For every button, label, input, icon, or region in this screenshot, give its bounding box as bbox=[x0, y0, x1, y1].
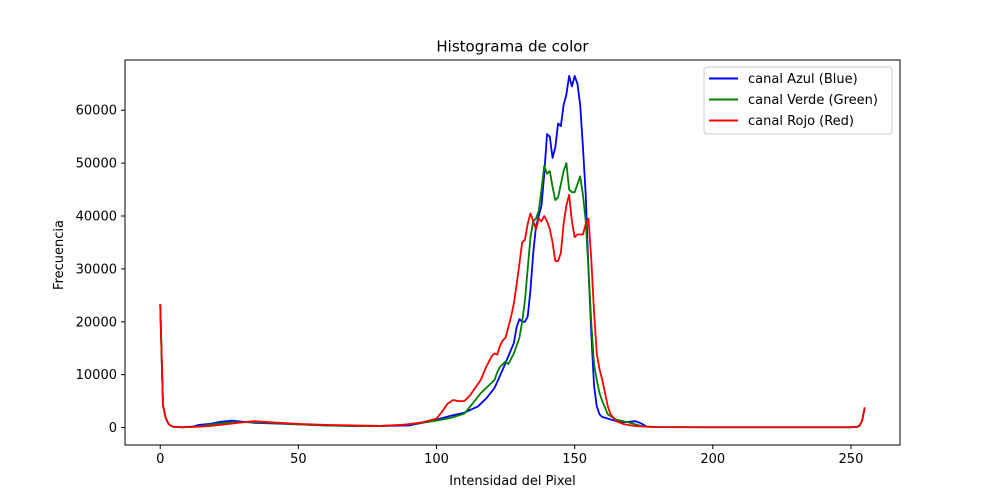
y-tick-label: 40000 bbox=[76, 210, 117, 225]
x-tick-label: 150 bbox=[562, 452, 587, 467]
x-axis-label: Intensidad del Pixel bbox=[449, 474, 575, 489]
y-tick-label: 60000 bbox=[76, 104, 117, 119]
y-tick-label: 50000 bbox=[76, 157, 117, 172]
y-tick-label: 20000 bbox=[76, 315, 117, 330]
series-line-1 bbox=[159, 162, 866, 429]
plot-lines bbox=[159, 74, 866, 429]
legend-label-1: canal Verde (Green) bbox=[748, 93, 878, 108]
legend-box bbox=[703, 66, 893, 135]
legend-label-0: canal Azul (Blue) bbox=[748, 72, 858, 87]
y-tick-label: 30000 bbox=[76, 262, 117, 277]
x-tick-label: 50 bbox=[290, 452, 307, 467]
plot-frame bbox=[124, 59, 901, 446]
y-tick-label: 0 bbox=[109, 421, 117, 436]
x-ticks: 0 50 100 150 200 250 bbox=[156, 445, 863, 467]
x-tick-label: 0 bbox=[156, 452, 164, 467]
series-line-2 bbox=[159, 193, 866, 429]
x-tick-label: 100 bbox=[424, 452, 449, 467]
chart-title: Histograma de color bbox=[436, 38, 589, 56]
y-axis-label: Frecuencia bbox=[52, 220, 67, 290]
legend: canal Azul (Blue) canal Verde (Green) cana… bbox=[703, 66, 893, 135]
y-ticks: 0 10000 20000 30000 40000 50000 60000 bbox=[76, 104, 125, 436]
y-tick-label: 10000 bbox=[76, 368, 117, 383]
legend-label-2: canal Rojo (Red) bbox=[748, 114, 854, 129]
x-tick-label: 250 bbox=[839, 452, 864, 467]
x-tick-label: 200 bbox=[700, 452, 725, 467]
